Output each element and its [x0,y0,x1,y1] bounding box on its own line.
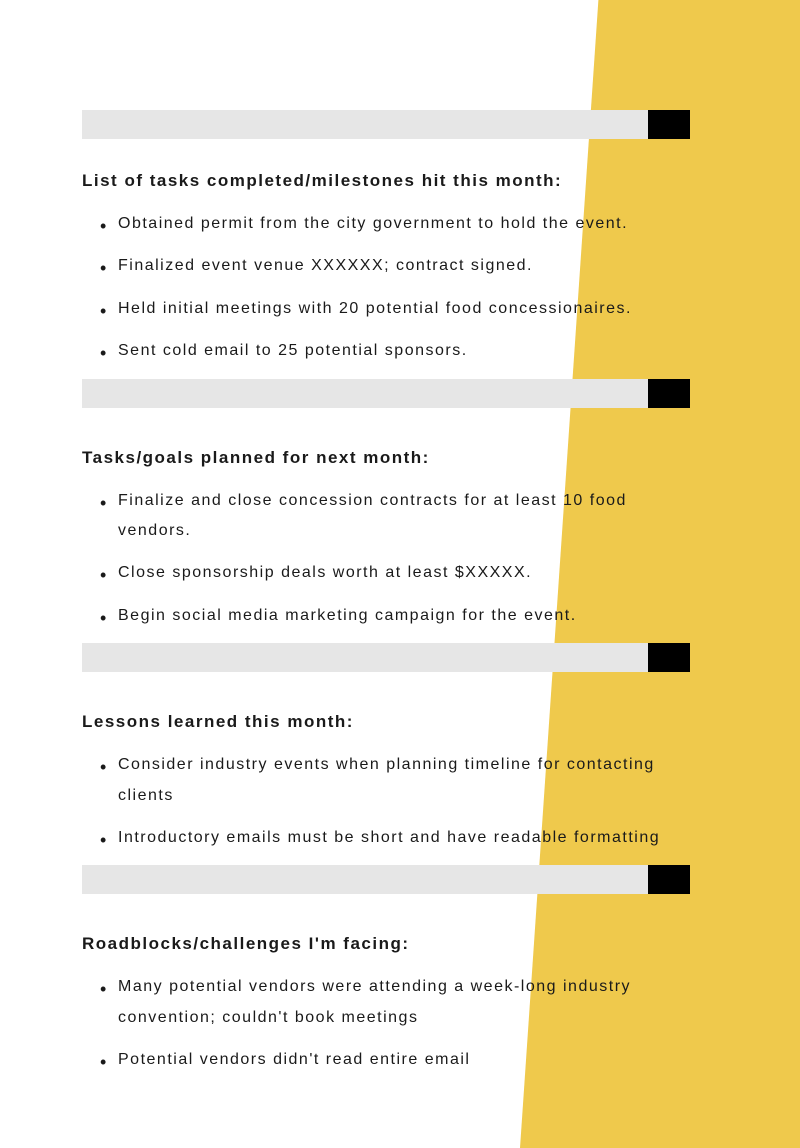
list-completed: Obtained permit from the city government… [100,209,690,367]
divider-bar-black [648,379,690,408]
list-lessons: Consider industry events when planning t… [100,750,690,853]
heading-planned: Tasks/goals planned for next month: [82,448,690,468]
divider-bar-gray [82,865,648,894]
section-completed: List of tasks completed/milestones hit t… [82,171,690,367]
list-item: Close sponsorship deals worth at least $… [100,558,690,588]
list-item: Finalized event venue XXXXXX; contract s… [100,251,690,281]
section-roadblocks: Roadblocks/challenges I'm facing: Many p… [82,934,690,1075]
section-divider [82,865,690,894]
divider-bar-black [648,865,690,894]
divider-bar-gray [82,110,648,139]
list-item: Finalize and close concession contracts … [100,486,690,547]
heading-completed: List of tasks completed/milestones hit t… [82,171,690,191]
list-item: Many potential vendors were attending a … [100,972,690,1033]
list-item: Obtained permit from the city government… [100,209,690,239]
divider-bar-gray [82,379,648,408]
section-divider [82,643,690,672]
section-divider [82,379,690,408]
list-item: Consider industry events when planning t… [100,750,690,811]
list-item: Introductory emails must be short and ha… [100,823,690,853]
section-divider [82,110,690,139]
divider-bar-gray [82,643,648,672]
list-item: Held initial meetings with 20 potential … [100,294,690,324]
list-roadblocks: Many potential vendors were attending a … [100,972,690,1075]
section-planned: Tasks/goals planned for next month: Fina… [82,448,690,632]
document-content: List of tasks completed/milestones hit t… [0,0,800,1075]
divider-bar-black [648,110,690,139]
section-lessons: Lessons learned this month: Consider ind… [82,712,690,853]
list-item: Sent cold email to 25 potential sponsors… [100,336,690,366]
list-item: Begin social media marketing campaign fo… [100,601,690,631]
list-planned: Finalize and close concession contracts … [100,486,690,632]
heading-roadblocks: Roadblocks/challenges I'm facing: [82,934,690,954]
heading-lessons: Lessons learned this month: [82,712,690,732]
list-item: Potential vendors didn't read entire ema… [100,1045,690,1075]
divider-bar-black [648,643,690,672]
